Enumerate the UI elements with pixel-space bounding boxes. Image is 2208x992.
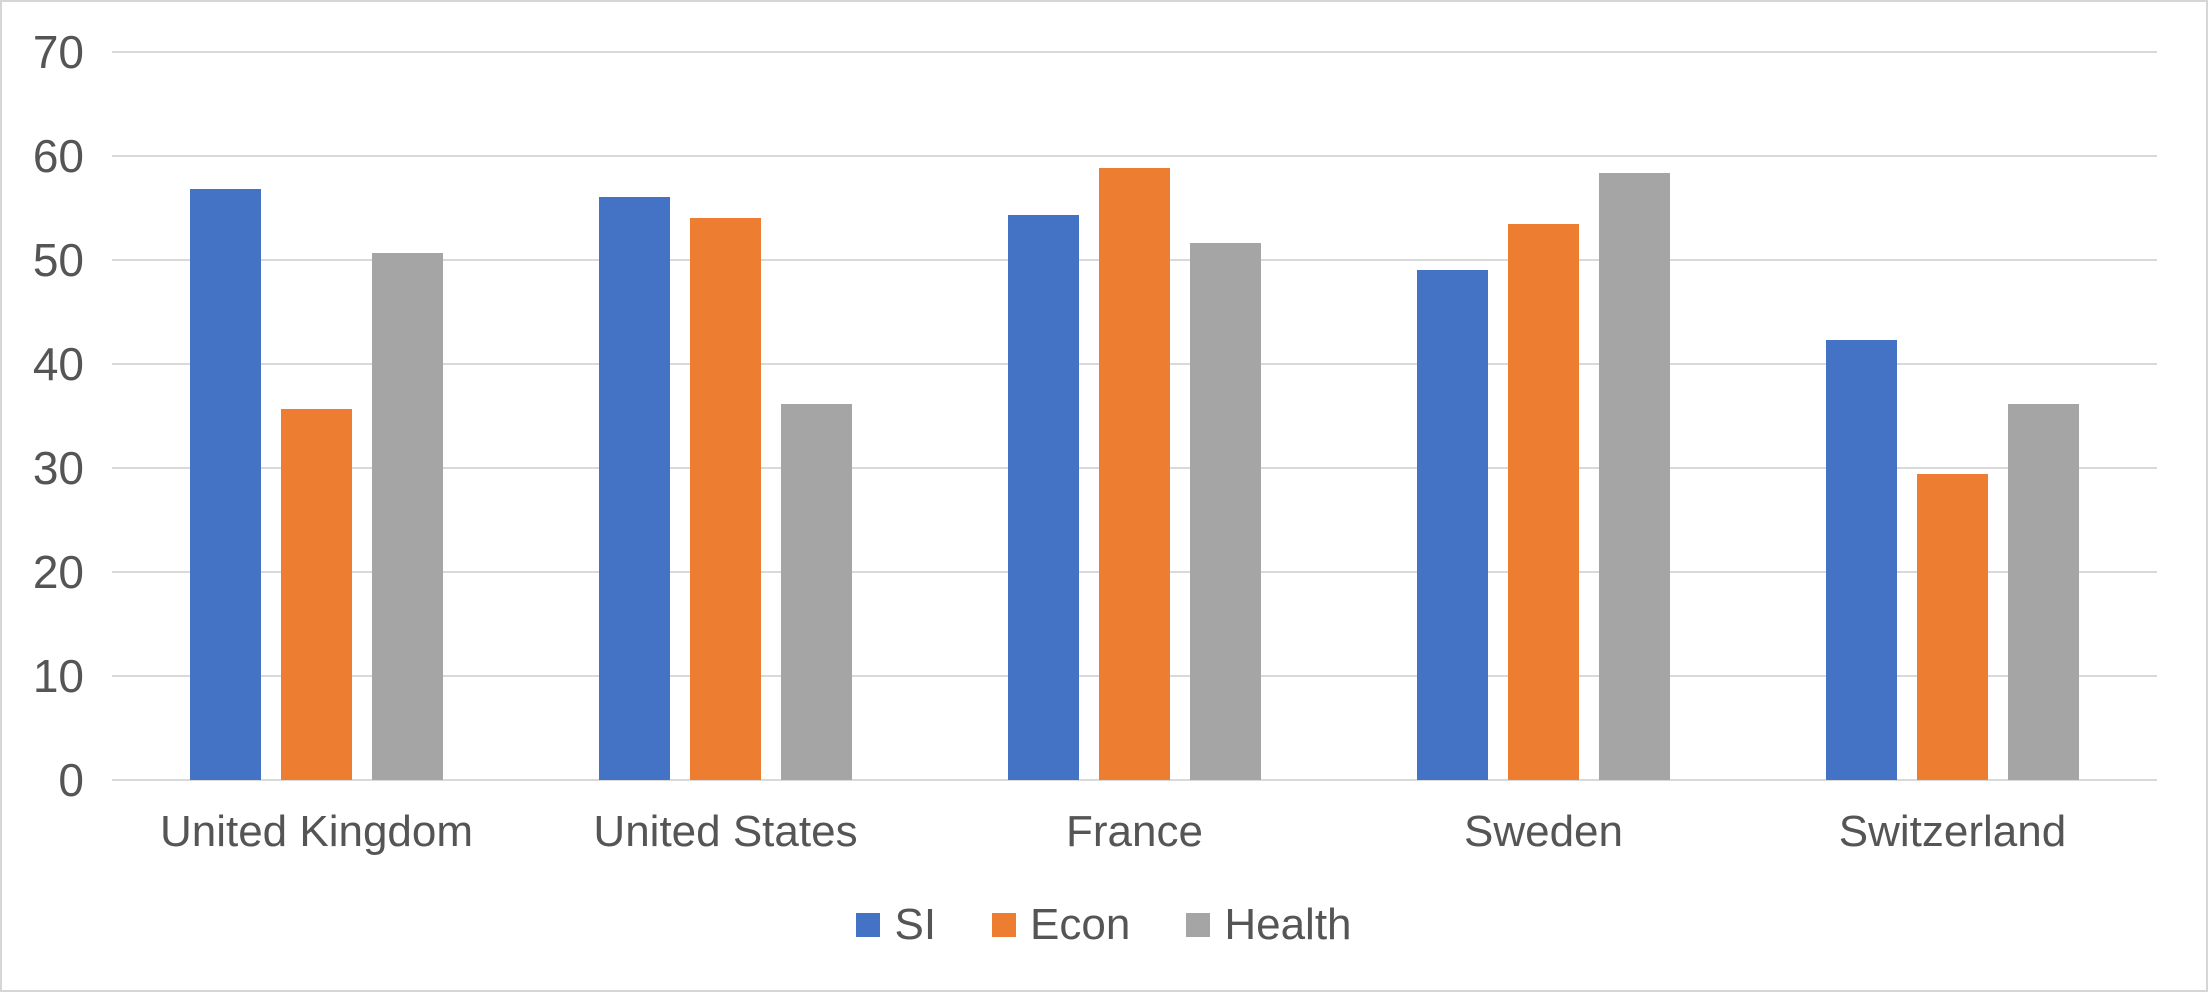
x-category-label: Sweden: [1463, 807, 1623, 856]
bar-econ-united-kingdom: [281, 408, 352, 780]
plot-area: [112, 51, 2157, 781]
y-tick-label: 70: [32, 26, 84, 78]
bar-health-united-states: [781, 403, 852, 780]
bar-econ-united-states: [690, 218, 761, 780]
legend-label: Econ: [1030, 900, 1131, 949]
bar-econ-switzerland: [1917, 474, 1988, 780]
y-tick-label: 60: [32, 130, 84, 182]
bar-econ-france: [1099, 168, 1170, 780]
bar-group-united-kingdom: [112, 52, 521, 780]
legend-item-econ: Econ: [992, 901, 1130, 949]
bar-si-united-states: [599, 196, 670, 780]
bar-si-sweden: [1417, 270, 1488, 780]
legend-item-si: SI: [856, 901, 936, 949]
bar-si-united-kingdom: [190, 189, 261, 780]
x-category-label: United States: [593, 807, 858, 856]
bar-groups: [112, 52, 2157, 780]
y-tick-label: 40: [32, 338, 84, 390]
x-category-label: United Kingdom: [159, 807, 474, 856]
y-tick-label: 10: [32, 650, 84, 702]
bar-group-united-states: [521, 52, 930, 780]
bar-health-switzerland: [2008, 403, 2079, 780]
bar-econ-sweden: [1508, 223, 1579, 780]
legend-swatch-icon: [856, 913, 881, 937]
legend-swatch-icon: [1186, 913, 1211, 937]
bar-health-united-kingdom: [372, 252, 443, 780]
bar-group-sweden: [1339, 52, 1748, 780]
bar-group-switzerland: [1748, 52, 2157, 780]
y-axis-labels: 0 10 20 30 40 50 60 70: [2, 2, 84, 990]
legend-item-health: Health: [1186, 900, 1352, 949]
gridline-70: [112, 51, 2157, 53]
y-tick-label: 50: [32, 234, 84, 286]
x-category-label: France: [1066, 807, 1203, 856]
legend-label: Health: [1224, 900, 1352, 949]
bar-health-france: [1190, 243, 1261, 780]
gridline-0: [112, 779, 2157, 781]
x-category-label: Switzerland: [1838, 807, 2067, 856]
bar-health-sweden: [1599, 172, 1670, 780]
bar-si-france: [1008, 215, 1079, 780]
legend-swatch-icon: [992, 913, 1017, 937]
y-tick-label: 0: [58, 754, 84, 806]
legend-label: SI: [894, 900, 937, 949]
bar-si-switzerland: [1826, 340, 1897, 780]
legend: SI Econ Health: [2, 890, 2206, 960]
x-axis-labels: United Kingdom United States France Sweden S…: [112, 800, 2157, 864]
gridline-60: [112, 155, 2157, 157]
y-tick-label: 30: [32, 442, 84, 494]
y-tick-label: 20: [32, 546, 84, 598]
bar-group-france: [930, 52, 1339, 780]
